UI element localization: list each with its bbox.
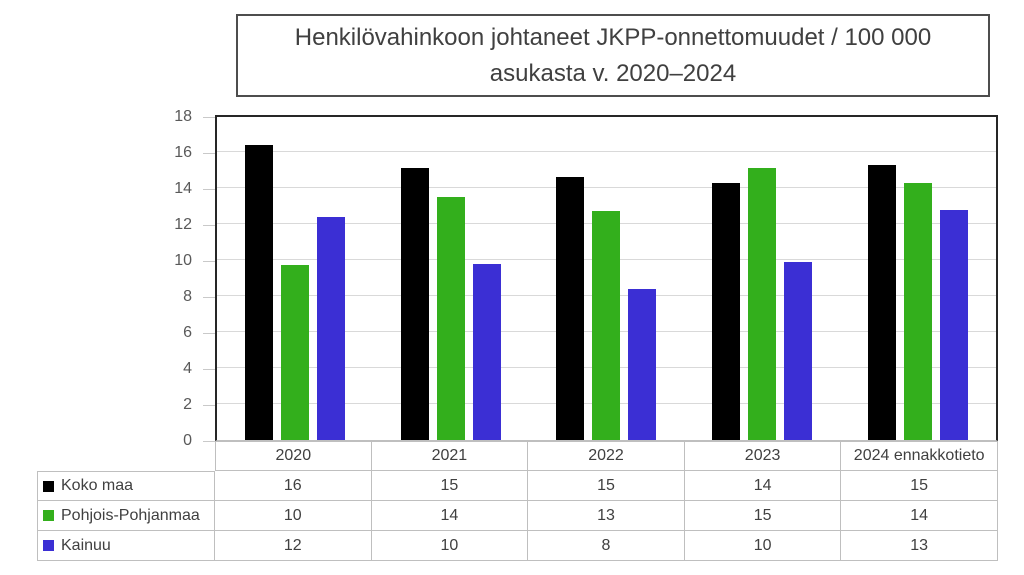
legend-label: Pohjois-Pohjanmaa [61,506,200,524]
bar-pohjois-pohjanmaa [592,211,621,440]
bar-groups [217,117,996,440]
table-value-cell: 15 [371,471,529,501]
legend-label: Kainuu [61,536,111,554]
bar-kainuu [628,288,657,440]
bar-koko-maa [712,182,741,440]
bar-koko-maa [244,144,273,440]
y-axis-tick-label: 0 [183,432,192,449]
bar-kainuu [316,216,345,440]
table-header-2020: 2020 [215,441,372,471]
bar-group-2021 [373,117,529,440]
plot-area [215,115,998,441]
gridline [217,151,996,152]
table-value-cell: 15 [841,471,998,501]
chart-title-line2: asukasta v. 2020–2024 [489,59,737,87]
bar-pohjois-pohjanmaa [436,197,465,440]
plot-inner [217,117,996,440]
y-axis-tick-mark [203,369,215,370]
y-axis-tick-label: 18 [174,108,192,125]
legend-row-label: Pohjois-Pohjanmaa [37,501,215,531]
chart-title-line1: Henkilövahinkoon johtaneet JKPP-onnettom… [294,23,932,51]
table-value-cell: 13 [528,501,685,531]
legend-swatch-pohjois-pohjanmaa [43,510,54,521]
chart-title: Henkilövahinkoon johtaneet JKPP-onnettom… [236,14,990,97]
bar-group-2023 [684,117,840,440]
table-value-cell: 10 [215,501,372,531]
y-axis-tick-label: 8 [183,288,192,305]
table-value-cell: 15 [684,501,842,531]
y-axis-tick-mark [203,153,215,154]
bar-group-2022 [529,117,685,440]
gridline [217,187,996,188]
y-axis-tick-mark [203,189,215,190]
y-axis-tick-label: 10 [174,252,192,269]
bar-kainuu [940,209,969,440]
table-value-cell: 14 [841,501,998,531]
table-value-cell: 16 [215,471,372,501]
table-value-cell: 13 [841,531,998,561]
y-axis-tick-label: 14 [174,180,192,197]
legend-swatch-kainuu [43,540,54,551]
legend-row-label: Koko maa [37,471,215,501]
bar-group-2024 [840,117,996,440]
y-axis-tick-label: 12 [174,216,192,233]
bar-koko-maa [556,177,585,440]
bar-koko-maa [400,168,429,440]
table-header-2024: 2024 ennakkotieto [841,441,998,471]
y-axis-tick-label: 2 [183,396,192,413]
legend-row-label: Kainuu [37,531,215,561]
y-axis-tick-mark [203,405,215,406]
table-header-2022: 2022 [528,441,685,471]
y-axis-tick-mark [203,225,215,226]
table-value-cell: 14 [371,501,529,531]
y-axis-tick-label: 16 [174,144,192,161]
bar-pohjois-pohjanmaa [904,182,933,440]
bar-pohjois-pohjanmaa [280,265,309,440]
table-header-2021: 2021 [371,441,529,471]
table-header-2023: 2023 [684,441,842,471]
legend-swatch-koko-maa [43,480,54,492]
table-value-cell: 10 [371,531,529,561]
y-axis-tick-mark [203,333,215,334]
bar-pohjois-pohjanmaa [748,168,777,440]
legend-label: Koko maa [61,477,134,494]
y-axis-tick-mark [203,297,215,298]
y-axis-tick-label: 4 [183,360,192,377]
y-axis-tick-mark [203,117,215,118]
bar-group-2020 [217,117,373,440]
table-value-cell: 14 [684,471,842,501]
y-axis-tick-mark [203,261,215,262]
bar-kainuu [784,261,813,440]
y-axis-tick-mark [203,441,215,442]
table-value-cell: 15 [528,471,685,501]
y-axis-tick-label: 6 [183,324,192,341]
bar-koko-maa [868,164,897,440]
table-value-cell: 10 [684,531,842,561]
table-value-cell: 8 [528,531,685,561]
table-value-cell: 12 [215,531,372,561]
bar-kainuu [472,263,501,440]
